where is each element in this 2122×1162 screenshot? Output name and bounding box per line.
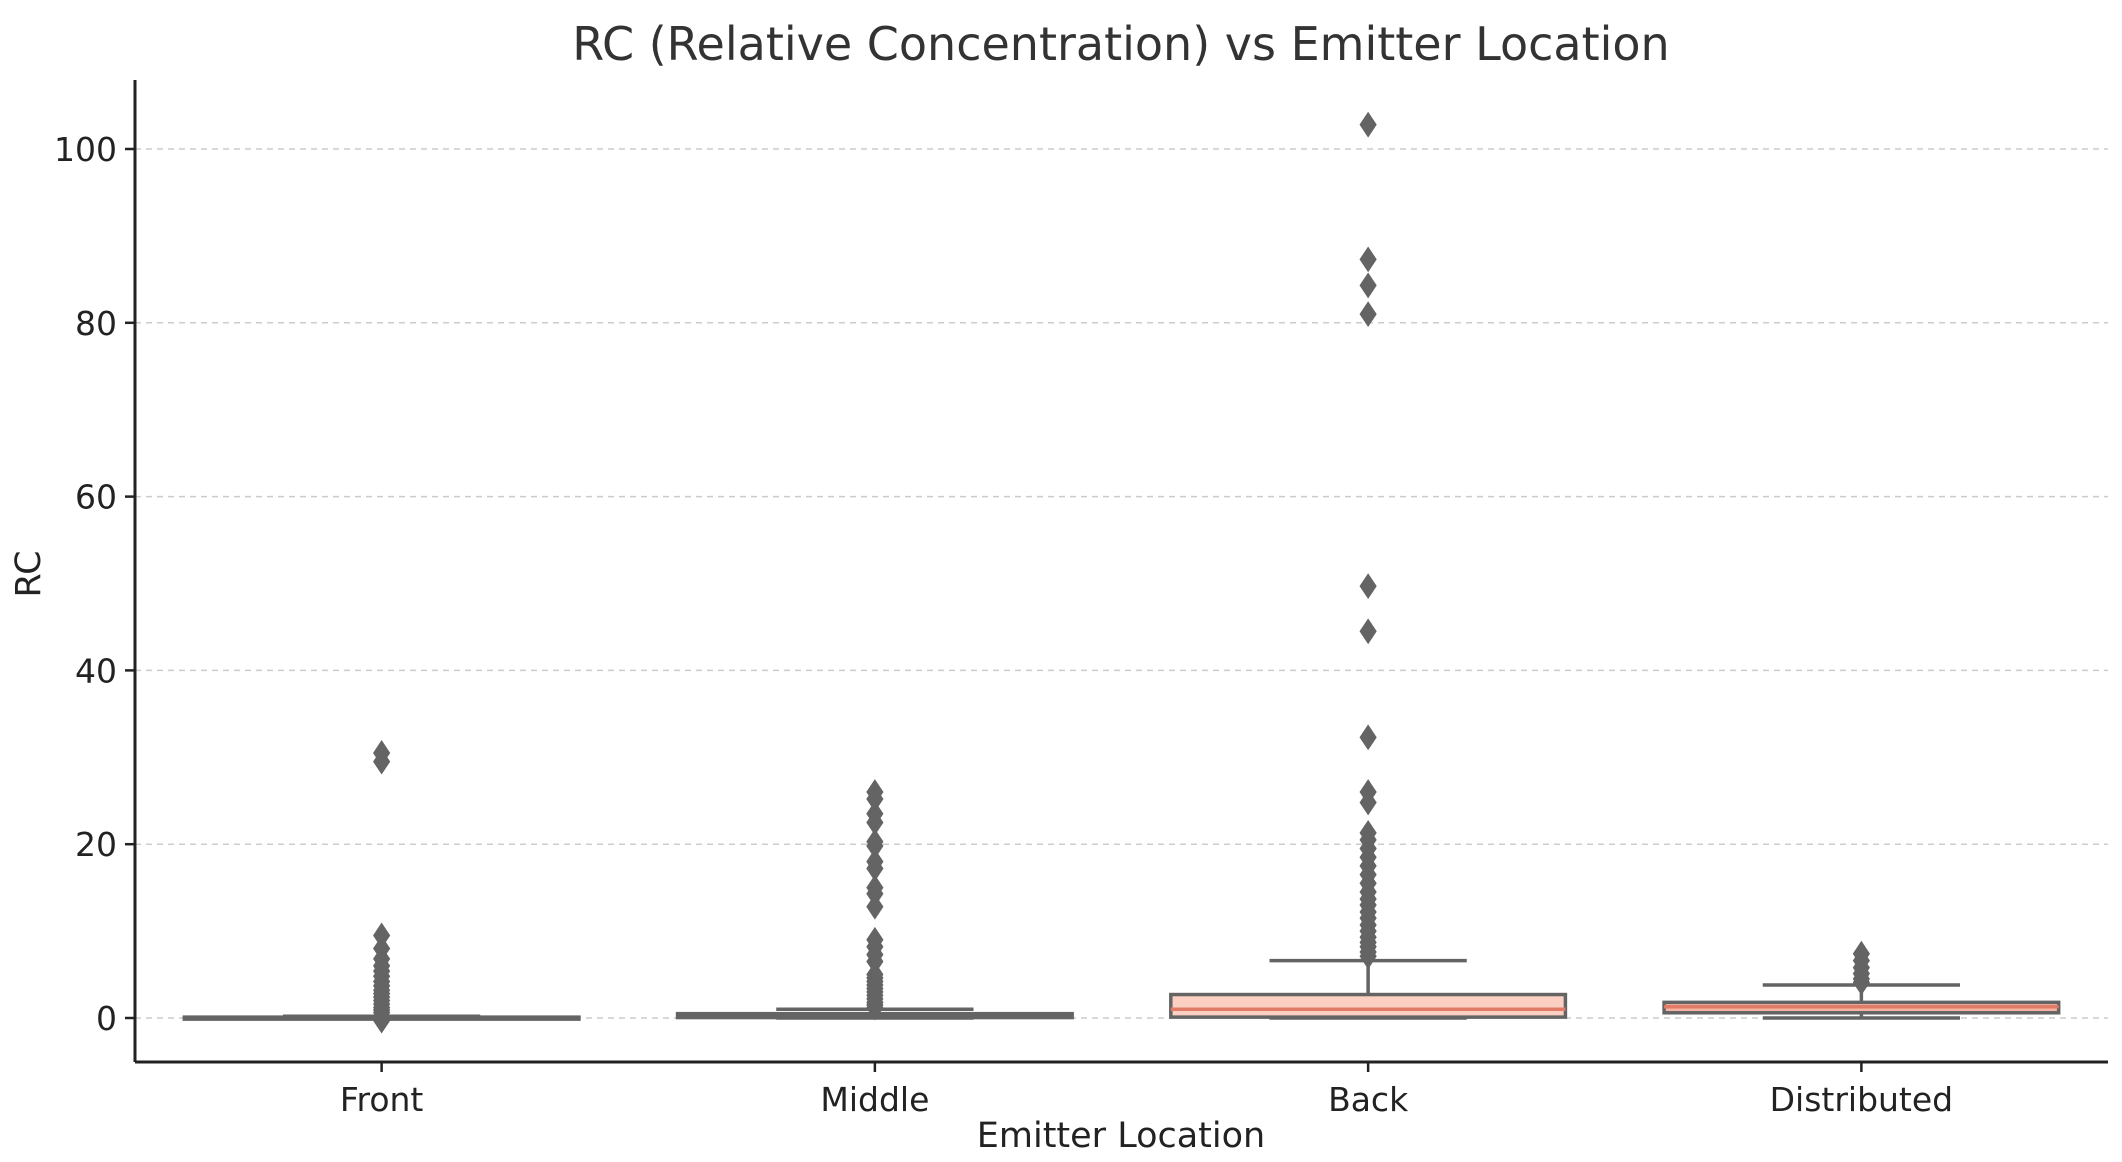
- outlier-point: [1359, 246, 1377, 273]
- outlier-point: [1359, 618, 1377, 645]
- y-tick-label: 80: [75, 304, 117, 343]
- outlier-point: [866, 893, 884, 920]
- y-tick-label: 40: [75, 651, 117, 690]
- axes: [133, 80, 2108, 1064]
- x-tick-label: Distributed: [1770, 1080, 1954, 1119]
- box-series: [182, 111, 2061, 1034]
- outlier-point: [1359, 789, 1377, 816]
- box-group-middle: [675, 779, 1074, 1021]
- y-axis-label: RC: [9, 550, 49, 597]
- y-tick-label: 60: [75, 478, 117, 517]
- outlier-point: [1852, 969, 1870, 996]
- outlier-point: [1359, 573, 1377, 600]
- outlier-point: [866, 994, 884, 1021]
- y-tick-label: 0: [96, 999, 117, 1038]
- outlier-point: [1359, 301, 1377, 328]
- x-tick-label: Middle: [820, 1080, 929, 1119]
- y-ticks: 0 20 40 60 80 100: [54, 130, 135, 1038]
- grid-lines: [135, 148, 2108, 1019]
- box-group-front: [182, 740, 581, 1034]
- x-axis-label: Emitter Location: [977, 1116, 1265, 1156]
- outlier-point: [373, 1007, 391, 1034]
- outlier-point: [373, 748, 391, 775]
- outlier-point: [1359, 272, 1377, 299]
- box: [1169, 992, 1568, 1019]
- box-group-distributed: [1662, 940, 2061, 1020]
- x-tick-label: Front: [340, 1080, 424, 1119]
- x-ticks: Front Middle Back Distributed: [340, 1062, 1953, 1119]
- outlier-point: [1359, 111, 1377, 138]
- box-group-back: [1169, 111, 1568, 1020]
- y-tick-label: 100: [54, 130, 117, 169]
- x-tick-label: Back: [1328, 1080, 1409, 1119]
- chart-title: RC (Relative Concentration) vs Emitter L…: [572, 17, 1669, 71]
- outlier-point: [1359, 943, 1377, 970]
- y-tick-label: 20: [75, 825, 117, 864]
- outlier-point: [1359, 724, 1377, 751]
